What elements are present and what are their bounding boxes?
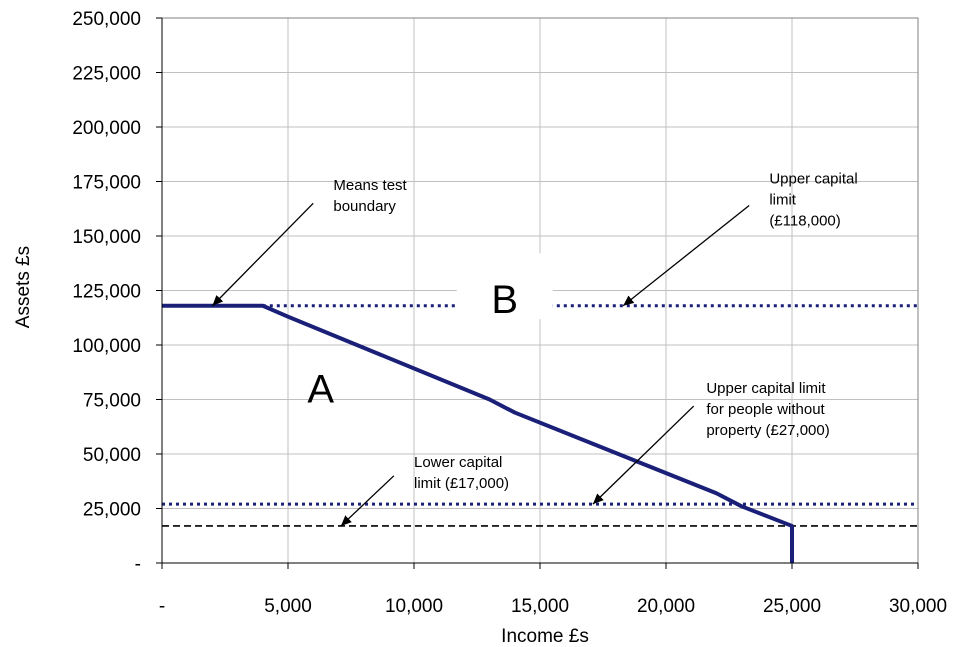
y-axis-title: Assets £s	[13, 246, 34, 328]
x-tick-label: 25,000	[763, 596, 821, 617]
annotation-text: Means test boundary	[333, 177, 407, 215]
region-label-background	[456, 253, 553, 320]
annotation-text: Upper capital limit (£118,000)	[769, 171, 857, 230]
y-tick-label: 250,000	[72, 9, 141, 30]
x-axis-title: Income £s	[501, 626, 589, 647]
x-tick-label: 15,000	[511, 596, 569, 617]
y-tick-labels: - 25,000 50,000 75,000 100,000 125,000 150,000…	[72, 9, 141, 575]
axes	[156, 17, 919, 569]
annotation-text: Upper capital limit for people without pro…	[706, 380, 829, 439]
annotation-arrow	[622, 204, 750, 307]
x-tick-label: 5,000	[264, 596, 312, 617]
y-tick-label: 150,000	[72, 227, 141, 248]
y-tick-label: 225,000	[72, 64, 141, 85]
y-tick-label: 200,000	[72, 118, 141, 139]
y-tick-label: 50,000	[83, 445, 141, 466]
means-test-boundary-line	[162, 303, 794, 563]
series-layer	[162, 303, 794, 563]
x-tick-labels: - 5,000 10,000 15,000 20,000 25,000 30,000	[159, 596, 947, 617]
annotation-arrow	[340, 475, 395, 527]
x-tick-label: -	[159, 596, 165, 617]
x-tick-label: 20,000	[637, 596, 695, 617]
x-tick-label: 10,000	[385, 596, 443, 617]
region-label: B	[491, 278, 518, 322]
y-tick-label: 100,000	[72, 336, 141, 357]
annotation-arrow	[592, 405, 695, 505]
y-tick-label: 125,000	[72, 282, 141, 303]
annotation-text: Lower capital limit (£17,000)	[414, 454, 509, 492]
annotation-arrow	[211, 202, 314, 307]
x-tick-label: 30,000	[889, 596, 947, 617]
region-label: A	[307, 368, 334, 412]
region-labels: AB	[307, 253, 553, 412]
y-tick-label: 25,000	[83, 500, 141, 521]
y-tick-label: 175,000	[72, 173, 141, 194]
y-tick-label: 75,000	[83, 391, 141, 412]
y-tick-label: -	[135, 554, 141, 575]
annotations: Means test boundary Upper capital limit (£11…	[211, 171, 858, 527]
